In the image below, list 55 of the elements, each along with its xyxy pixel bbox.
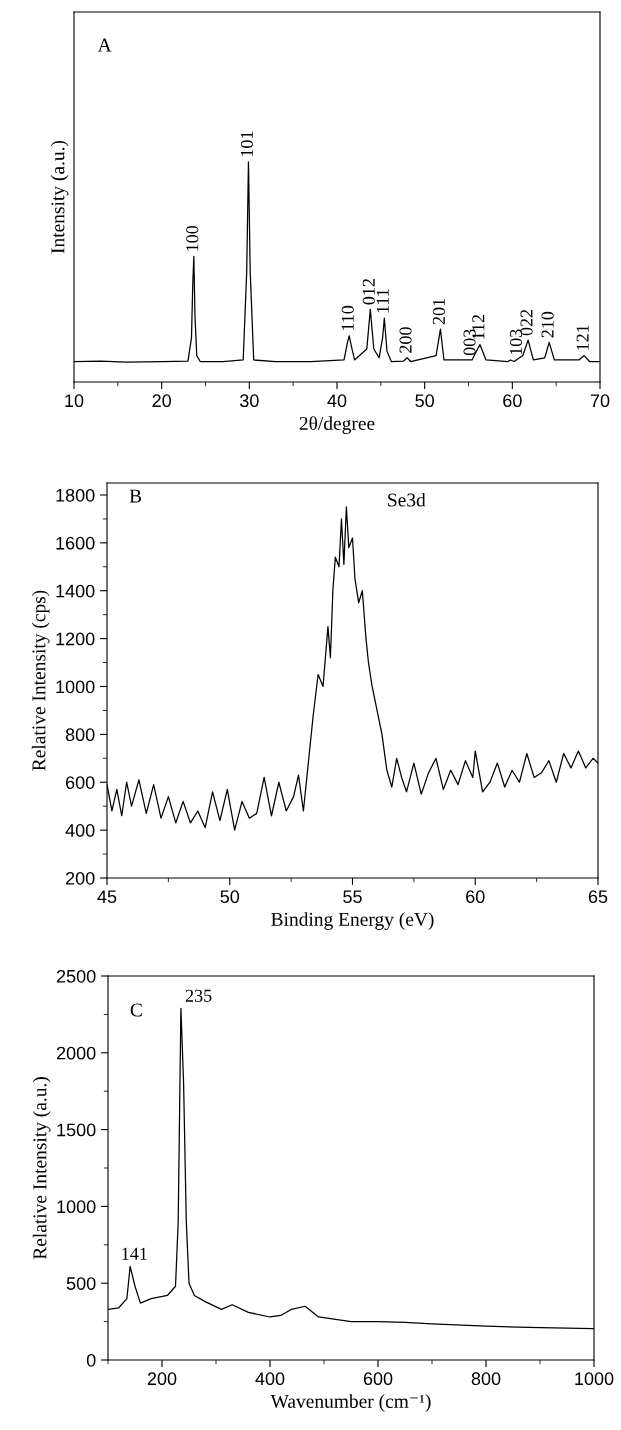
y-axis-title: Intensity (a.u.) bbox=[50, 140, 69, 254]
x-tick-label: 1000 bbox=[575, 1372, 614, 1386]
x-tick-label: 600 bbox=[363, 1372, 393, 1386]
x-tick-label: 55 bbox=[343, 890, 362, 904]
y-tick-label: 1000 bbox=[57, 1200, 96, 1214]
y-tick-label: 1000 bbox=[56, 680, 95, 694]
x-tick-label: 200 bbox=[147, 1372, 177, 1386]
y-axis-title: Relative Intensity (a.u.) bbox=[32, 1077, 51, 1260]
y-tick-label: 200 bbox=[65, 871, 95, 885]
x-axis-title: Wavenumber (cm⁻¹) bbox=[270, 1394, 431, 1412]
annotation: 200 bbox=[399, 327, 412, 353]
x-axis-title: Binding Energy (eV) bbox=[271, 912, 434, 930]
annotation: 103 bbox=[509, 329, 523, 355]
x-tick-label: 10 bbox=[65, 394, 84, 408]
annotation: 022 bbox=[520, 309, 533, 336]
x-tick-label: 70 bbox=[590, 394, 610, 408]
y-tick-label: 1200 bbox=[56, 632, 95, 646]
text: A bbox=[97, 38, 112, 52]
annotation: 110 bbox=[341, 305, 354, 330]
annotation: B bbox=[129, 489, 142, 503]
x-tick-label: 50 bbox=[220, 890, 240, 904]
annotation: 111 bbox=[376, 289, 389, 313]
y-tick-label: 1500 bbox=[57, 1123, 96, 1137]
x-tick-label: 40 bbox=[327, 394, 347, 408]
y-tick-label: 600 bbox=[65, 776, 95, 789]
y-tick-label: 1800 bbox=[56, 488, 95, 502]
x-tick-label: 60 bbox=[503, 394, 522, 408]
annotation: 012 bbox=[362, 279, 375, 305]
annotation: 141 bbox=[122, 1247, 147, 1260]
x-axis-title: 2θ/degree bbox=[299, 416, 375, 434]
y-axis-title: Relative Intensity (cps) bbox=[31, 590, 50, 771]
annotation: 101 bbox=[240, 131, 253, 157]
y-tick-label: 1400 bbox=[56, 584, 95, 598]
annotation: C bbox=[130, 1003, 142, 1017]
x-tick-label: 60 bbox=[466, 890, 485, 904]
annotation: 100 bbox=[186, 225, 199, 251]
x-tick-label: 30 bbox=[239, 394, 259, 408]
annotation: Se3d bbox=[388, 492, 426, 507]
annotation: 201 bbox=[432, 298, 445, 325]
y-tick-label: 800 bbox=[65, 728, 95, 742]
y-tick-label: 0 bbox=[86, 1353, 96, 1367]
y-tick-label: 2000 bbox=[56, 1046, 96, 1060]
y-tick-label: 500 bbox=[66, 1277, 96, 1290]
annotation: 235 bbox=[185, 989, 212, 1002]
annotation: 210 bbox=[541, 311, 554, 338]
y-tick-label: 400 bbox=[65, 824, 95, 837]
x-tick-label: 800 bbox=[471, 1372, 501, 1386]
y-tick-label: 2500 bbox=[56, 969, 96, 983]
y-tick-label: 1600 bbox=[56, 536, 95, 550]
x-tick-label: 400 bbox=[255, 1372, 285, 1386]
annotation: 121 bbox=[576, 325, 589, 350]
x-tick-label: 20 bbox=[152, 394, 171, 408]
x-tick-label: 50 bbox=[415, 394, 434, 408]
x-tick-label: 65 bbox=[588, 890, 608, 904]
x-tick-label: 45 bbox=[97, 890, 117, 904]
